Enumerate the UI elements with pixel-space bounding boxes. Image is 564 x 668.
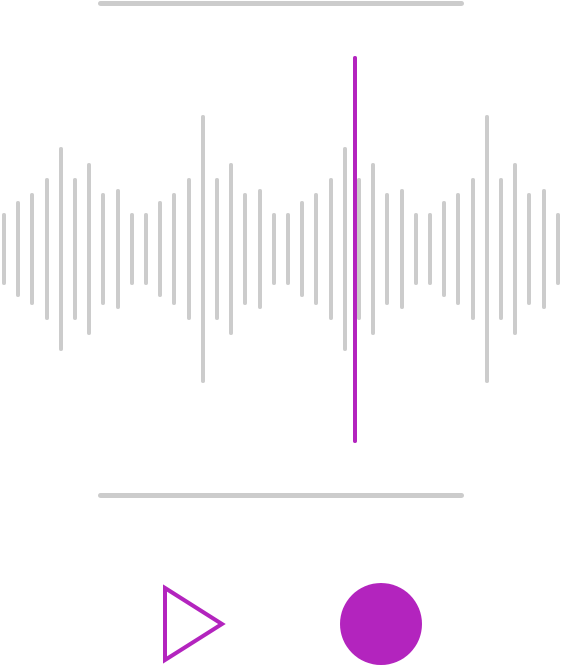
waveform-bar	[555, 212, 560, 286]
waveform-bar	[328, 177, 333, 321]
waveform-bar	[399, 189, 404, 309]
waveform-bar	[87, 162, 92, 336]
waveform-bar	[257, 189, 262, 309]
waveform-bar	[144, 212, 148, 286]
waveform-bar	[357, 177, 361, 321]
waveform-bar	[243, 193, 248, 305]
audio-waveform[interactable]	[0, 0, 564, 470]
waveform-bar	[44, 177, 49, 321]
waveform-bar	[158, 201, 163, 297]
waveform-bar	[300, 201, 305, 297]
waveform-bar	[527, 193, 532, 305]
waveform-bar	[115, 189, 120, 309]
waveform-bar	[513, 162, 518, 336]
waveform-bar	[30, 193, 35, 305]
top-divider	[98, 1, 464, 6]
waveform-bar	[314, 193, 319, 305]
bottom-divider	[98, 493, 464, 498]
waveform-bar	[371, 162, 376, 336]
waveform-bar	[16, 201, 21, 297]
waveform-bar	[172, 193, 177, 305]
waveform-bar	[58, 147, 63, 351]
waveform-bar	[456, 193, 461, 305]
waveform-bar	[2, 212, 6, 286]
waveform-bar	[499, 177, 503, 321]
record-button[interactable]	[340, 583, 422, 665]
waveform-bar	[428, 212, 432, 286]
waveform-bar	[73, 177, 77, 321]
playback-controls	[0, 570, 564, 668]
waveform-bar	[200, 114, 205, 384]
waveform-bar	[186, 177, 191, 321]
play-button[interactable]	[158, 584, 228, 664]
waveform-bar	[129, 212, 134, 286]
waveform-bar	[215, 177, 219, 321]
waveform-bar	[470, 177, 475, 321]
waveform-bar	[442, 201, 447, 297]
waveform-bar	[229, 162, 234, 336]
waveform-bar	[484, 114, 489, 384]
waveform-bar	[101, 193, 106, 305]
waveform-bar	[271, 212, 276, 286]
waveform-bar	[413, 212, 418, 286]
waveform-bar	[286, 212, 290, 286]
waveform-bar	[342, 147, 347, 351]
waveform-bar	[541, 189, 546, 309]
play-icon	[163, 584, 226, 664]
playhead-marker[interactable]	[353, 56, 358, 443]
waveform-bar	[385, 193, 390, 305]
